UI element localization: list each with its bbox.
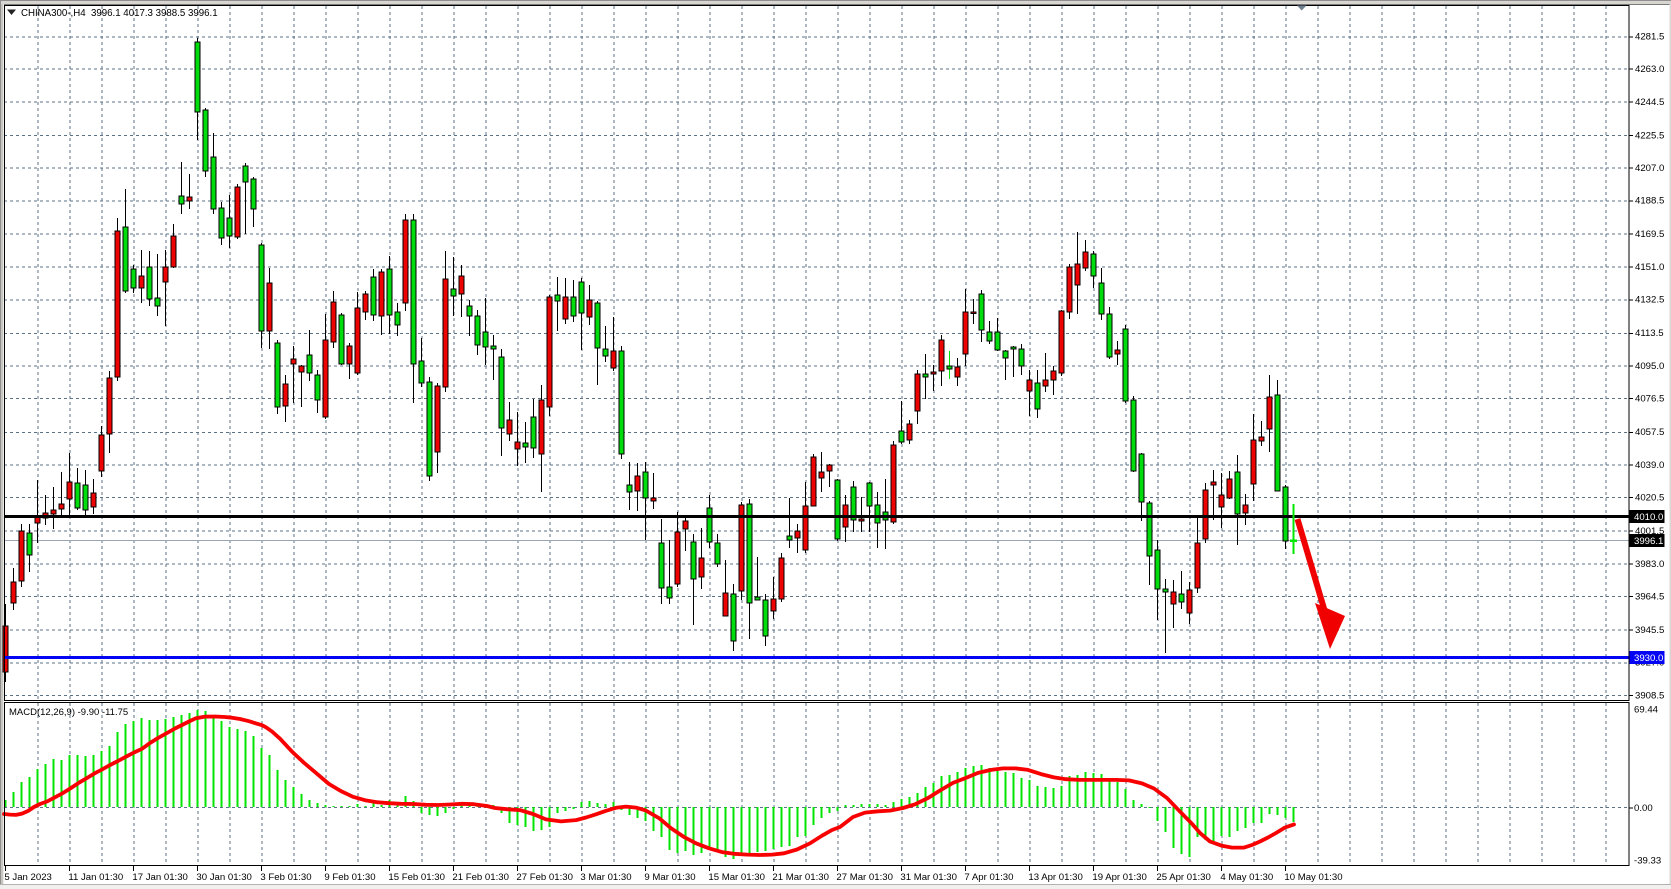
- svg-text:3964.5: 3964.5: [1635, 592, 1664, 603]
- svg-text:4057.5: 4057.5: [1635, 427, 1664, 438]
- svg-text:3996.1: 3996.1: [1634, 536, 1663, 547]
- svg-text:4132.5: 4132.5: [1635, 295, 1664, 306]
- svg-text:4076.5: 4076.5: [1635, 394, 1664, 405]
- svg-text:CHINA300-,H4 3996.1 4017.3 39: CHINA300-,H4 3996.1 4017.3 3988.5 3996.1: [21, 8, 218, 19]
- svg-text:4281.5: 4281.5: [1635, 32, 1664, 43]
- svg-text:4020.5: 4020.5: [1635, 493, 1664, 504]
- svg-text:4188.5: 4188.5: [1635, 196, 1664, 207]
- svg-text:4113.5: 4113.5: [1635, 328, 1664, 339]
- svg-text:0.00: 0.00: [1634, 803, 1653, 814]
- svg-text:3 Feb 01:30: 3 Feb 01:30: [260, 872, 311, 883]
- svg-text:19 Apr 01:30: 19 Apr 01:30: [1092, 872, 1146, 883]
- svg-text:31 Mar 01:30: 31 Mar 01:30: [900, 872, 957, 883]
- svg-text:-39.33: -39.33: [1634, 855, 1661, 866]
- svg-text:15 Feb 01:30: 15 Feb 01:30: [388, 872, 445, 883]
- svg-text:9 Mar 01:30: 9 Mar 01:30: [644, 872, 695, 883]
- svg-text:11 Jan 01:30: 11 Jan 01:30: [68, 872, 123, 883]
- svg-text:4010.0: 4010.0: [1634, 512, 1663, 523]
- svg-text:15 Mar 01:30: 15 Mar 01:30: [708, 872, 765, 883]
- svg-text:3 Mar 01:30: 3 Mar 01:30: [580, 872, 631, 883]
- svg-text:3908.5: 3908.5: [1635, 690, 1664, 701]
- svg-text:25 Apr 01:30: 25 Apr 01:30: [1156, 872, 1210, 883]
- svg-text:69.44: 69.44: [1634, 704, 1659, 715]
- svg-text:3983.0: 3983.0: [1635, 559, 1664, 570]
- svg-text:3945.5: 3945.5: [1635, 625, 1664, 636]
- svg-text:27 Mar 01:30: 27 Mar 01:30: [836, 872, 893, 883]
- svg-text:21 Feb 01:30: 21 Feb 01:30: [452, 872, 509, 883]
- svg-text:5 Jan 2023: 5 Jan 2023: [4, 872, 51, 883]
- svg-text:27 Feb 01:30: 27 Feb 01:30: [516, 872, 573, 883]
- svg-text:10 May 01:30: 10 May 01:30: [1284, 872, 1342, 883]
- svg-text:4001.5: 4001.5: [1635, 526, 1664, 537]
- svg-text:MACD(12,26,9) -9.90 -11.75: MACD(12,26,9) -9.90 -11.75: [9, 707, 128, 718]
- svg-text:4 May 01:30: 4 May 01:30: [1220, 872, 1273, 883]
- svg-text:21 Mar 01:30: 21 Mar 01:30: [772, 872, 829, 883]
- svg-text:4244.5: 4244.5: [1635, 97, 1664, 108]
- svg-text:4263.0: 4263.0: [1635, 64, 1664, 75]
- svg-text:17 Jan 01:30: 17 Jan 01:30: [132, 872, 187, 883]
- svg-text:13 Apr 01:30: 13 Apr 01:30: [1028, 872, 1082, 883]
- svg-text:4169.5: 4169.5: [1635, 229, 1664, 240]
- svg-text:4095.0: 4095.0: [1635, 361, 1664, 372]
- svg-text:4039.0: 4039.0: [1635, 460, 1664, 471]
- svg-text:9 Feb 01:30: 9 Feb 01:30: [324, 872, 375, 883]
- svg-text:30 Jan 01:30: 30 Jan 01:30: [196, 872, 251, 883]
- svg-text:7 Apr 01:30: 7 Apr 01:30: [964, 872, 1013, 883]
- svg-text:4207.0: 4207.0: [1635, 163, 1664, 174]
- svg-text:3930.0: 3930.0: [1634, 653, 1663, 664]
- svg-text:4225.5: 4225.5: [1635, 130, 1664, 141]
- svg-text:4151.0: 4151.0: [1635, 262, 1664, 273]
